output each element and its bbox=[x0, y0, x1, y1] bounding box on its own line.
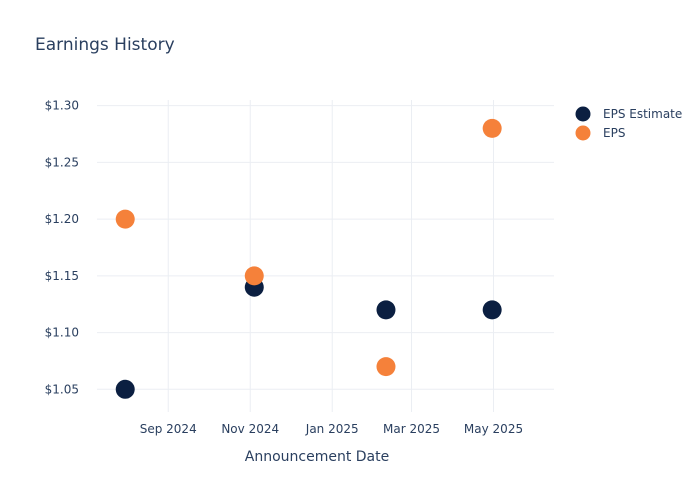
x-tick-label: May 2025 bbox=[464, 422, 523, 436]
legend-label-eps-estimate: EPS Estimate bbox=[603, 107, 682, 121]
y-tick-label: $1.10 bbox=[45, 326, 79, 340]
x-tick-label: Nov 2024 bbox=[221, 422, 279, 436]
eps-point[interactable] bbox=[482, 118, 502, 138]
eps-point[interactable] bbox=[244, 266, 264, 286]
legend-item-eps-estimate[interactable]: EPS Estimate bbox=[575, 106, 683, 122]
chart-title: Earnings History bbox=[35, 35, 175, 55]
y-tick-label: $1.20 bbox=[45, 212, 79, 226]
legend[interactable]: EPS Estimate EPS bbox=[575, 106, 683, 141]
eps-point[interactable] bbox=[115, 209, 135, 229]
x-tick-label: Mar 2025 bbox=[383, 422, 440, 436]
y-axis-ticks: $1.05 $1.10 $1.15 $1.20 $1.25 $1.30 bbox=[45, 99, 79, 397]
legend-marker-eps bbox=[575, 125, 591, 141]
y-tick-label: $1.25 bbox=[45, 155, 79, 169]
eps-estimate-point[interactable] bbox=[482, 300, 502, 320]
legend-marker-eps-estimate bbox=[575, 106, 591, 122]
y-tick-label: $1.05 bbox=[45, 382, 79, 396]
x-axis-title: Announcement Date bbox=[245, 449, 389, 465]
eps-estimate-point[interactable] bbox=[376, 300, 396, 320]
legend-label-eps: EPS bbox=[603, 126, 625, 140]
data-points bbox=[115, 118, 502, 399]
x-axis-ticks: Sep 2024 Nov 2024 Jan 2025 Mar 2025 May 2025 bbox=[140, 422, 523, 436]
y-tick-label: $1.15 bbox=[45, 269, 79, 283]
y-tick-label: $1.30 bbox=[45, 99, 79, 113]
grid-layer bbox=[97, 100, 554, 412]
eps-point[interactable] bbox=[376, 357, 396, 377]
x-tick-label: Sep 2024 bbox=[140, 422, 197, 436]
legend-item-eps[interactable]: EPS bbox=[575, 125, 626, 141]
x-tick-label: Jan 2025 bbox=[305, 422, 359, 436]
eps-estimate-point[interactable] bbox=[115, 379, 135, 399]
